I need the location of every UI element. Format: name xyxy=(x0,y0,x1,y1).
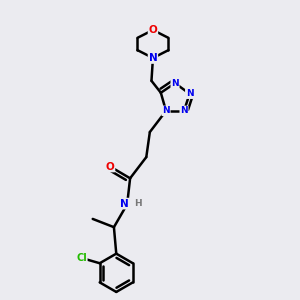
Text: N: N xyxy=(180,106,188,116)
Text: N: N xyxy=(171,79,179,88)
Text: Cl: Cl xyxy=(76,253,87,263)
Text: N: N xyxy=(120,199,129,208)
Text: O: O xyxy=(148,25,157,35)
Text: H: H xyxy=(134,199,141,208)
Text: N: N xyxy=(186,89,194,98)
Text: N: N xyxy=(148,53,157,63)
Text: O: O xyxy=(106,161,115,172)
Text: N: N xyxy=(162,106,170,116)
